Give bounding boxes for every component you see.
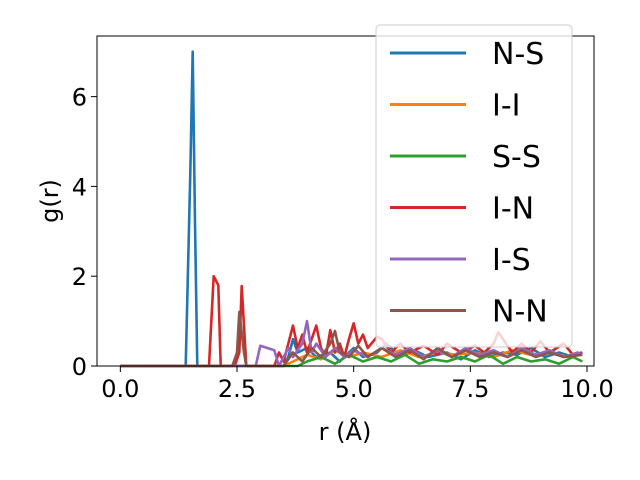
y-axis-label: g(r) (36, 179, 64, 223)
y-tick-label: 6 (72, 84, 87, 112)
legend-label: N-S (492, 37, 544, 72)
x-axis-label: r (Å) (319, 417, 372, 446)
y-tick-label: 4 (72, 173, 87, 201)
plot-area (96, 35, 595, 368)
x-tick-label: 2.5 (218, 375, 256, 403)
x-axis: 0.0 2.5 5.0 7.5 10.0 (101, 366, 614, 403)
legend-label: I-N (492, 192, 534, 227)
axes-frame (96, 35, 595, 367)
x-tick-label: 10.0 (560, 375, 613, 403)
legend-label: S-S (492, 140, 541, 175)
y-axis: 0 2 4 6 (72, 84, 97, 381)
legend-label: N-N (492, 295, 548, 330)
y-tick-label: 0 (72, 353, 87, 381)
series-line-s-s (120, 353, 583, 368)
x-tick-label: 0.0 (101, 375, 139, 403)
legend-label: I-S (492, 243, 531, 278)
x-tick-label: 7.5 (451, 375, 489, 403)
legend-label: I-I (492, 89, 521, 124)
x-tick-label: 5.0 (335, 375, 373, 403)
y-tick-label: 2 (72, 263, 87, 291)
legend: N-S I-I S-S I-N I-S N-N (375, 24, 573, 348)
